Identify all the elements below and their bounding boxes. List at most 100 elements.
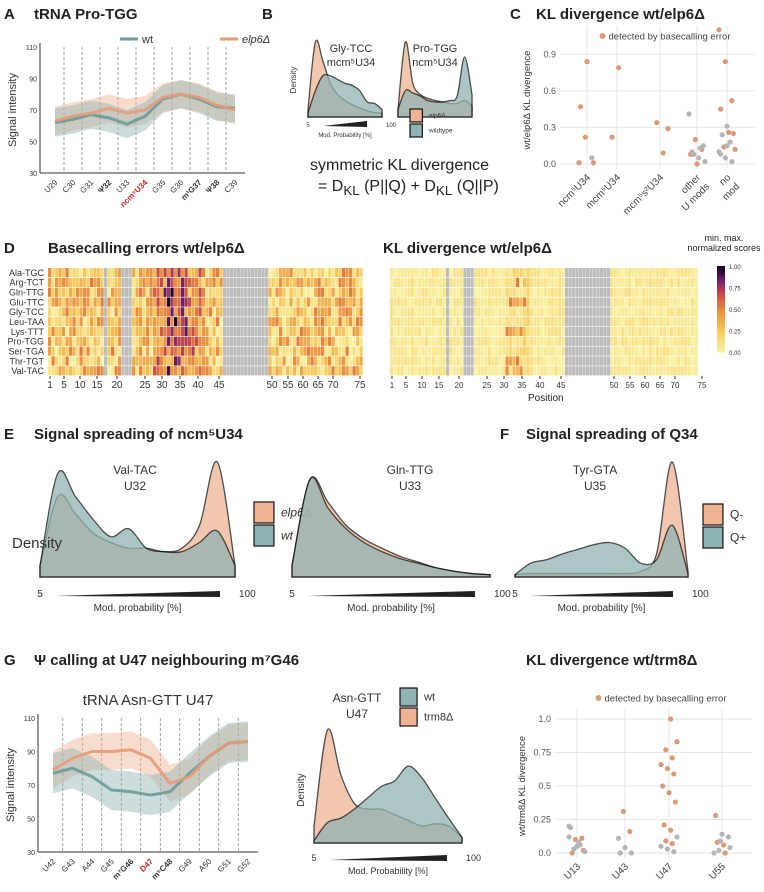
heatmap-cell	[345, 268, 349, 278]
heatmap-cell	[233, 336, 237, 346]
heatmap-cell	[691, 287, 695, 297]
heatmap-cell	[237, 307, 241, 317]
panel-e-title: Signal spreading of ncm⁵U34	[34, 426, 243, 443]
heatmap-cell	[414, 277, 418, 288]
heatmap-cell	[352, 366, 356, 376]
heatmap-cell	[621, 307, 625, 317]
heatmap-cell	[307, 297, 311, 307]
heatmap-cell	[470, 297, 474, 307]
colorbar-segment	[717, 276, 725, 280]
heatmap-cell	[607, 277, 611, 288]
heatmap-cell	[565, 356, 569, 366]
heatmap-cell	[51, 366, 55, 376]
heatmap-cell	[652, 326, 656, 337]
legend-label: elp6Δ	[242, 34, 270, 46]
heatmap-cell	[62, 346, 66, 356]
heatmap-cell	[219, 336, 223, 346]
heatmap-cell	[610, 366, 614, 376]
heatmap-cell	[397, 287, 401, 297]
data-point-error	[660, 150, 666, 156]
heatmap-cell	[128, 297, 132, 307]
heatmap-cell	[289, 356, 293, 366]
heatmap-cell	[90, 356, 94, 366]
data-point-error	[663, 747, 669, 753]
heatmap-cell	[666, 346, 670, 356]
data-point	[582, 849, 588, 855]
heatmap-cell	[272, 366, 276, 376]
heatmap-cell	[69, 268, 73, 278]
x-tick-label: m¹G37	[179, 178, 203, 202]
heatmap-cell	[460, 287, 464, 297]
heatmap-cell	[421, 356, 425, 366]
heatmap-cell	[86, 307, 90, 317]
heatmap-cell	[328, 277, 332, 288]
heatmap-cell	[554, 346, 558, 356]
y-tick-label: 0.9	[543, 49, 556, 59]
data-point	[628, 850, 635, 856]
data-point-error	[590, 160, 597, 166]
heatmap-cell	[624, 317, 628, 327]
heatmap-cell	[407, 307, 411, 317]
data-point-error	[722, 850, 728, 856]
heatmap-cell	[565, 307, 569, 317]
heatmap-cell	[624, 297, 628, 307]
heatmap-cell	[467, 287, 471, 297]
heatmap-cell	[83, 336, 87, 346]
data-point-error	[665, 126, 671, 132]
heatmap-cell	[296, 366, 300, 376]
heatmap-cell	[79, 346, 83, 356]
heatmap-cell	[132, 287, 136, 297]
heatmap-cell	[104, 277, 108, 288]
heatmap-cell	[642, 346, 646, 356]
heatmap-cell	[212, 356, 216, 366]
heatmap-cell	[642, 297, 646, 307]
heatmap-cell	[638, 297, 642, 307]
heatmap-cell	[338, 297, 342, 307]
heatmap-cell	[359, 287, 363, 297]
heatmap-cell	[400, 297, 404, 307]
heatmap-cell	[624, 356, 628, 366]
heatmap-cell	[404, 366, 408, 376]
heatmap-cell	[677, 268, 681, 278]
legend-swatch	[253, 501, 275, 524]
heatmap-cell	[551, 317, 555, 327]
heatmap-cell	[58, 356, 62, 366]
heatmap-cell	[156, 297, 160, 307]
heatmap-cell	[530, 346, 534, 356]
heatmap-cell	[345, 307, 349, 317]
heatmap-cell	[79, 277, 83, 288]
heatmap-cell	[442, 307, 446, 317]
heatmap-cell	[135, 356, 139, 366]
heatmap-cell	[586, 326, 590, 337]
heatmap-cell	[442, 366, 446, 376]
heatmap-cell	[439, 346, 443, 356]
heatmap-cell	[411, 346, 415, 356]
x-tick-label: 55	[626, 381, 635, 390]
heatmap-cell	[593, 366, 597, 376]
density-title: Asn-GTT	[333, 691, 382, 705]
heatmap-cell	[93, 317, 97, 327]
x-axis-label: Mod. probability [%]	[347, 603, 435, 614]
heatmap-cell	[300, 268, 304, 278]
heatmap-cell	[428, 356, 432, 366]
heatmap-cell	[610, 287, 614, 297]
heatmap-cell	[694, 366, 698, 376]
heatmap-cell	[170, 268, 174, 278]
heatmap-cell	[453, 287, 457, 297]
heatmap-cell	[656, 317, 660, 327]
heatmap-cell	[93, 366, 97, 376]
heatmap-cell	[121, 277, 125, 288]
heatmap-cell	[512, 268, 516, 278]
heatmap-cell	[100, 366, 104, 376]
heatmap-cell	[509, 277, 513, 288]
heatmap-cell	[272, 356, 276, 366]
heatmap-cell	[314, 307, 318, 317]
heatmap-cell	[645, 366, 649, 376]
heatmap-cell	[565, 326, 569, 337]
legend-label: Q+	[730, 531, 746, 545]
heatmap-cell	[335, 346, 339, 356]
heatmap-cell	[268, 297, 272, 307]
heatmap-cell	[572, 307, 576, 317]
heatmap-cell	[684, 336, 688, 346]
heatmap-cell	[226, 346, 230, 356]
